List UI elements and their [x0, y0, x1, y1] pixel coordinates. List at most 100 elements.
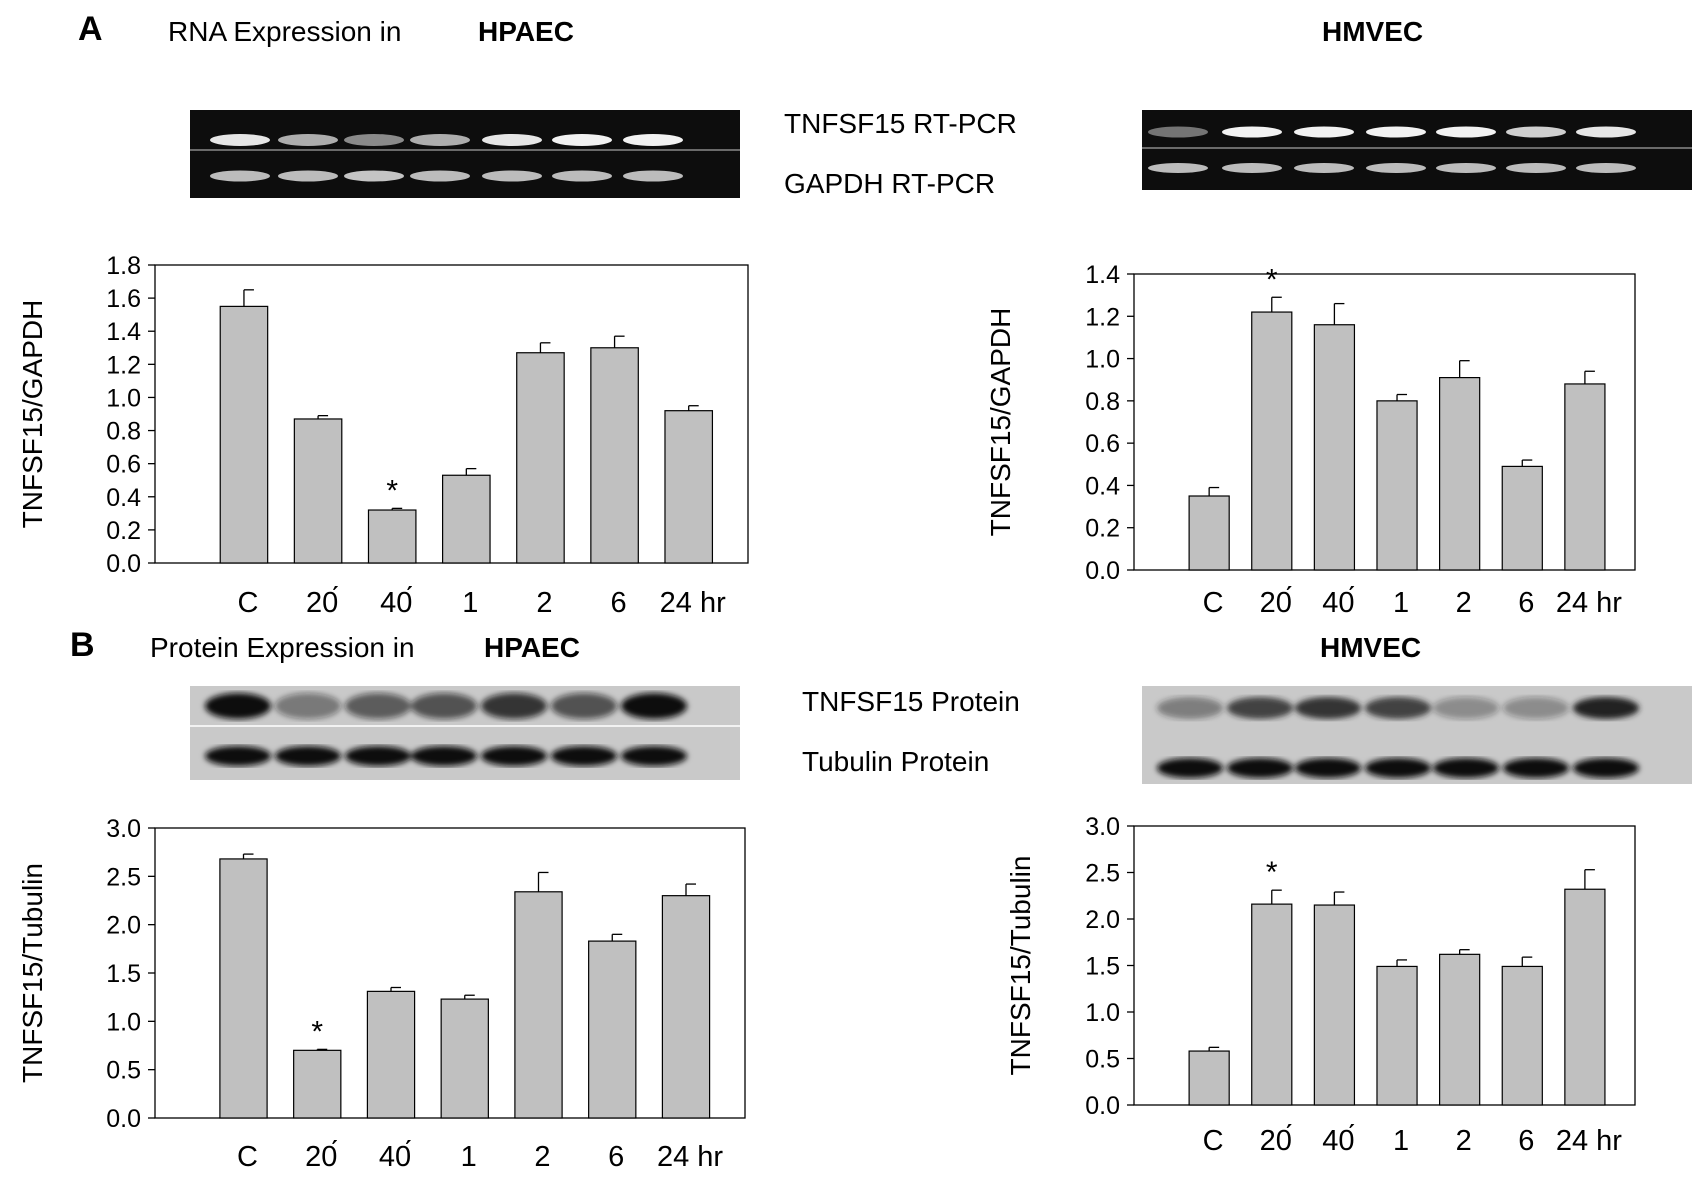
- y-axis-label: TNFSF15/GAPDH: [17, 300, 48, 529]
- x-tick-label: 2: [534, 1141, 550, 1173]
- bar: [588, 940, 637, 1119]
- bar: [366, 990, 416, 1119]
- significance-star: *: [311, 1015, 323, 1048]
- y-tick-label: 3.0: [106, 815, 141, 843]
- y-tick-label: 0.6: [106, 451, 141, 479]
- bar: [293, 1049, 342, 1119]
- panel-a-letter: A: [78, 10, 103, 48]
- bar: [1251, 903, 1293, 1106]
- y-tick-label: 0.4: [106, 484, 141, 512]
- y-tick-label: 1.4: [1085, 261, 1120, 289]
- panel-a-left-cell: HPAEC: [478, 16, 574, 47]
- x-tick-label: 24 hr: [1556, 587, 1622, 619]
- x-tick-label: 20́: [305, 1140, 337, 1173]
- bar: [1313, 904, 1356, 1106]
- y-tick-label: 2.5: [1085, 860, 1120, 888]
- chart-b-left: 0.0 0.5 1.0 1.5 2.0 2.5 3.0 TNFSF15/Tubulin C * 20…: [17, 815, 746, 1173]
- significance-star: *: [1266, 856, 1278, 889]
- x-tick-label: 24 hr: [1556, 1125, 1622, 1157]
- x-tick-label: 2: [1456, 1125, 1472, 1157]
- bar: [442, 474, 491, 564]
- bar: [514, 891, 563, 1119]
- chart-a-right: 0.0 0.2 0.4 0.6 0.8 1.0 1.2 1.4 TNFSF15/GAPDH C * 2…: [985, 261, 1636, 619]
- bar: [1439, 953, 1481, 1106]
- y-axis-label: TNFSF15/Tubulin: [17, 863, 48, 1083]
- gel-image-hpaec: [190, 110, 740, 198]
- panel-b-letter: B: [70, 626, 95, 664]
- bar: [1376, 965, 1418, 1106]
- y-tick-label: 1.0: [1085, 999, 1120, 1027]
- panel-a-right-cell: HMVEC: [1322, 16, 1424, 47]
- y-tick-label: 0.0: [106, 1105, 141, 1133]
- panel-b-title-prefix: Protein Expression in: [150, 632, 415, 663]
- blot-label-rtpcr-target: TNFSF15 RT-PCR: [784, 108, 1017, 139]
- y-axis-label: TNFSF15/Tubulin: [1005, 856, 1036, 1076]
- bar: [1188, 1050, 1230, 1106]
- x-tick-label: 2: [536, 587, 552, 619]
- x-tick-label: 40́: [379, 1140, 411, 1173]
- bar: [664, 410, 714, 564]
- y-tick-label: 2.5: [106, 863, 141, 891]
- blot-label-protein-target: TNFSF15 Protein: [802, 686, 1020, 717]
- y-tick-label: 1.5: [106, 960, 141, 988]
- y-tick-label: 0.8: [1085, 388, 1120, 416]
- bar: [440, 998, 489, 1119]
- x-tick-label: 40́: [380, 586, 412, 619]
- y-tick-label: 0.0: [1085, 1092, 1120, 1120]
- y-tick-label: 0.5: [1085, 1046, 1120, 1074]
- y-tick-label: 2.0: [106, 912, 141, 940]
- x-tick-label: C: [237, 1141, 258, 1173]
- x-tick-label: C: [1203, 587, 1224, 619]
- panel-a-title-prefix: RNA Expression in: [168, 16, 402, 47]
- x-tick-label: 1: [462, 587, 478, 619]
- bar: [1501, 965, 1543, 1106]
- bar: [293, 418, 343, 564]
- y-tick-label: 2.0: [1085, 906, 1120, 934]
- x-tick-label: 20́: [1260, 586, 1292, 619]
- bar: [1188, 495, 1230, 571]
- bar: [219, 305, 269, 564]
- bar: [1313, 324, 1356, 571]
- gel-image-hmvec: [1142, 110, 1692, 190]
- x-tick-label: 2: [1456, 587, 1472, 619]
- blot-label-rtpcr-control: GAPDH RT-PCR: [784, 168, 996, 199]
- x-tick-label: 6: [611, 587, 627, 619]
- y-tick-label: 1.6: [106, 285, 141, 313]
- panel-b-left-cell: HPAEC: [484, 632, 580, 663]
- bar: [516, 352, 565, 564]
- blot-label-protein-control: Tubulin Protein: [802, 746, 990, 777]
- bar: [367, 509, 417, 564]
- y-tick-label: 1.0: [106, 1008, 141, 1036]
- y-tick-label: 1.4: [106, 318, 141, 346]
- x-tick-label: 6: [608, 1141, 624, 1173]
- panel-b-right-cell: HMVEC: [1320, 632, 1422, 663]
- x-tick-label: 1: [461, 1141, 477, 1173]
- y-tick-label: 1.5: [1085, 953, 1120, 981]
- y-axis-label: TNFSF15/GAPDH: [985, 308, 1016, 537]
- chart-b-right: 0.0 0.5 1.0 1.5 2.0 2.5 3.0 TNFSF15/Tubulin C * 20…: [1005, 813, 1636, 1157]
- x-tick-label: 6: [1518, 1125, 1534, 1157]
- bar: [1564, 383, 1606, 571]
- y-tick-label: 1.0: [1085, 346, 1120, 374]
- x-tick-label: 1: [1393, 587, 1409, 619]
- y-tick-label: 0.6: [1085, 430, 1120, 458]
- bar: [1501, 465, 1543, 571]
- x-tick-label: 20́: [306, 586, 338, 619]
- x-tick-label: 6: [1518, 587, 1534, 619]
- bar: [1251, 311, 1293, 571]
- x-tick-label: 1: [1393, 1125, 1409, 1157]
- x-tick-label: C: [1203, 1125, 1224, 1157]
- bar: [590, 347, 639, 564]
- x-tick-label: 24 hr: [660, 587, 726, 619]
- significance-star: *: [1266, 263, 1278, 296]
- bar: [1376, 400, 1418, 571]
- y-tick-label: 1.2: [1085, 303, 1120, 331]
- x-tick-label: 24 hr: [657, 1141, 723, 1173]
- x-tick-label: 20́: [1260, 1124, 1292, 1157]
- y-tick-label: 0.0: [1085, 557, 1120, 585]
- x-tick-label: 40́: [1322, 1124, 1354, 1157]
- x-tick-label: C: [237, 587, 258, 619]
- bar: [1564, 888, 1606, 1106]
- western-blot-hmvec: [1142, 686, 1692, 784]
